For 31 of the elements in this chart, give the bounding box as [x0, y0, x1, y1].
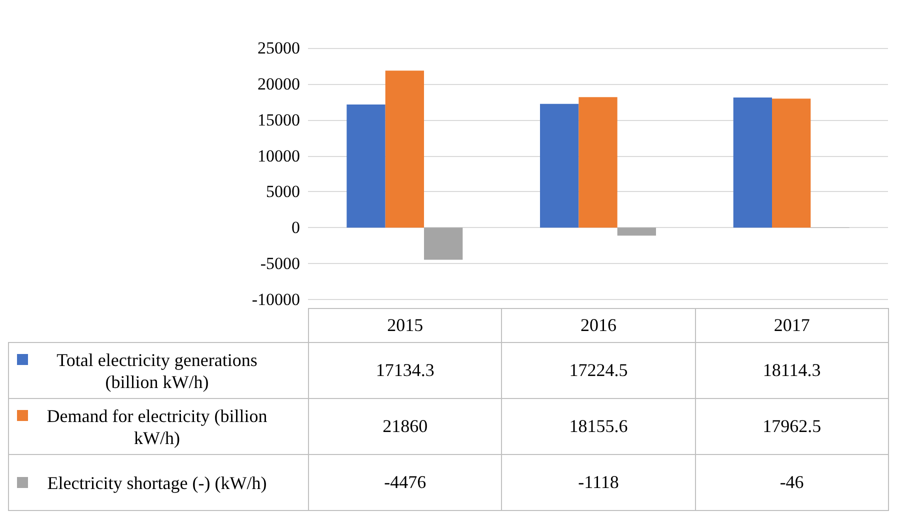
bar [424, 228, 463, 260]
y-tick-label: 10000 [258, 146, 300, 166]
y-tick-label: 25000 [258, 38, 300, 58]
data-label: 17224.5 [502, 342, 696, 398]
data-label: -1118 [502, 454, 696, 510]
data-label: 21860 [308, 398, 502, 454]
bar [346, 104, 386, 228]
data-label: -46 [695, 454, 888, 510]
legend-label: Total electricity generations (billion kW/h) [56, 348, 258, 392]
bar [617, 228, 656, 236]
bar [385, 70, 424, 228]
bar [578, 97, 618, 228]
x-tick-label: 2016 [502, 308, 696, 342]
data-label: 18155.6 [502, 398, 696, 454]
bar [540, 104, 579, 228]
bar [772, 98, 811, 228]
bar [733, 97, 772, 228]
data-label: 18114.3 [695, 342, 888, 398]
x-tick-label: 2015 [308, 308, 502, 342]
x-tick-label: 2017 [695, 308, 888, 342]
data-label: 17134.3 [308, 342, 502, 398]
y-tick-label: 5000 [266, 182, 300, 202]
data-label: -4476 [308, 454, 502, 510]
y-tick-label: 15000 [258, 110, 300, 130]
data-label: 17962.5 [695, 398, 888, 454]
legend-label: Electricity shortage (-) (kW/h) [46, 472, 268, 494]
legend-label: Demand for electricity (billion kW/h) [46, 404, 268, 448]
y-tick-label: 0 [292, 218, 300, 238]
y-tick-label: -10000 [252, 290, 300, 309]
y-tick-label: -5000 [260, 254, 300, 274]
y-tick-label: 20000 [258, 74, 300, 94]
